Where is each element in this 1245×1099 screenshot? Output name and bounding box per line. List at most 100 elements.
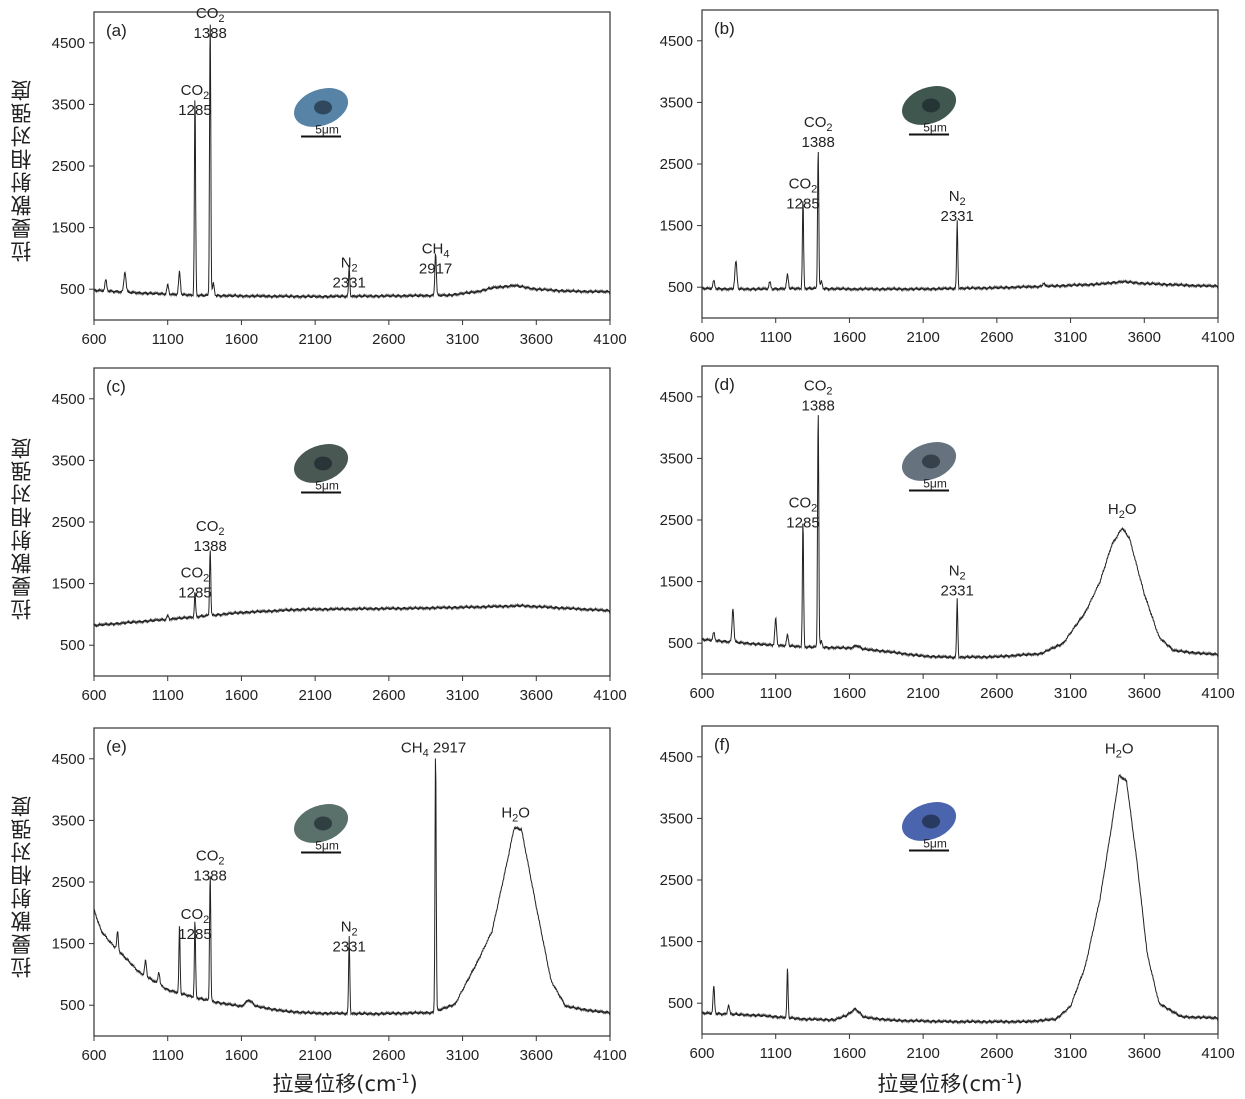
y-tick-label: 1500 [52,220,85,237]
x-tick-label: 3100 [1054,1045,1087,1062]
panel-label: (b) [714,19,735,38]
y-tick-label: 3500 [660,810,693,827]
x-tick-label: 3100 [446,687,479,704]
peak-label: CO2 [181,564,210,584]
plot-frame [701,9,1219,319]
scale-bar-label: 5μm [923,120,947,134]
x-tick-label: 1600 [225,1047,258,1064]
inclusion-bubble [922,454,941,469]
x-tick-label: 1100 [152,1047,184,1064]
y-tick-label: 2500 [52,874,85,891]
y-tick-label: 4500 [660,33,693,50]
peak-label: N2 [341,918,358,938]
spectrum-line [93,24,611,300]
peak-shift-label: 1388 [193,867,226,884]
y-tick-label: 500 [668,279,693,296]
x-tick-label: 4100 [1201,685,1234,702]
peak-shift-label: 1388 [193,538,226,555]
x-tick-label: 4100 [593,687,626,704]
x-tick-label: 3600 [520,1047,553,1064]
spectrum-line [701,415,1219,661]
spectrum-line [701,151,1219,293]
plot-frame [93,367,611,677]
x-tick-label: 3600 [1128,1045,1161,1062]
x-tick-label: 2600 [372,331,405,348]
x-tick-label: 2600 [980,685,1013,702]
x-tick-label: 2100 [298,687,331,704]
x-axis-label-left: 拉曼位移(cm-1) [272,1072,418,1096]
x-tick-label: 2600 [980,329,1013,346]
peak-label: CO2 [181,906,210,926]
x-tick-label: 2600 [372,687,405,704]
peak-shift-label: 1285 [178,926,211,943]
scale-bar-label: 5μm [315,838,339,852]
y-tick-label: 4500 [660,389,693,406]
peak-label: N2 [949,188,966,208]
x-tick-label: 600 [81,331,106,348]
x-tick-label: 1600 [225,687,258,704]
y-tick-label: 4500 [52,35,85,52]
x-tick-label: 1600 [833,329,866,346]
x-axis-label-right: 拉曼位移(cm-1) [877,1072,1023,1096]
peak-shift-label: 1388 [801,398,834,415]
x-tick-label: 2600 [980,1045,1013,1062]
panel-e-chart: 500 1500 2500 3500 4500 600 1100 1600 2100 2600 31… [52,727,627,1064]
x-tick-label: 3600 [520,687,553,704]
y-tick-label: 3500 [660,94,693,111]
peak-label: CH4 [422,240,450,260]
y-tick-label: 3500 [52,452,85,469]
spectrum-line [701,773,1219,1025]
panel-label: (a) [106,21,127,40]
y-tick-label: 500 [668,995,693,1012]
x-tick-label: 2100 [906,685,939,702]
panel-f-chart: 500 1500 2500 3500 4500 600 1100 1600 2100 2600 31… [660,725,1235,1062]
x-tick-label: 1600 [833,685,866,702]
peak-label: N2 [341,255,358,275]
panel-label: (c) [106,377,126,396]
y-tick-label: 1500 [52,576,85,593]
peak-shift-label: 1285 [178,584,211,601]
plot-frame [701,725,1219,1035]
peak-label: H2O [1108,501,1137,521]
y-tick-label: 1500 [660,574,693,591]
y-axis-label-row3: 拉曼散射相对强度 [10,794,34,978]
peak-label: CH4 2917 [401,740,466,760]
x-tick-label: 4100 [1201,1045,1234,1062]
peak-shift-label: 2917 [419,260,452,277]
inclusion-bubble [922,98,941,113]
peak-label: H2O [501,804,530,824]
peak-shift-label: 2331 [941,582,974,599]
panel-c-chart: 500 1500 2500 3500 4500 600 1100 1600 2100 2600 31… [52,367,627,704]
y-tick-label: 3500 [660,450,693,467]
x-tick-label: 2600 [372,1047,405,1064]
inclusion-bubble [314,456,333,471]
scale-bar-label: 5μm [315,478,339,492]
x-tick-label: 3100 [446,1047,479,1064]
panel-label: (d) [714,375,735,394]
panel-label: (f) [714,735,730,754]
y-tick-label: 1500 [660,218,693,235]
peak-shift-label: 2331 [333,275,366,292]
x-tick-label: 600 [689,329,714,346]
y-tick-label: 2500 [660,872,693,889]
y-tick-label: 500 [60,281,85,298]
peak-shift-label: 2331 [333,938,366,955]
y-tick-label: 1500 [52,936,85,953]
y-tick-label: 3500 [52,812,85,829]
plot-frame [93,727,611,1037]
x-tick-label: 2100 [906,329,939,346]
y-tick-label: 2500 [52,158,85,175]
x-tick-label: 4100 [593,1047,626,1064]
x-tick-label: 3600 [520,331,553,348]
x-tick-label: 2100 [298,1047,331,1064]
y-tick-label: 4500 [52,751,85,768]
scale-bar-label: 5μm [315,122,339,136]
y-tick-label: 2500 [660,156,693,173]
peak-label: CO2 [181,82,210,102]
peak-label: CO2 [789,176,818,196]
peak-label: CO2 [789,495,818,515]
peak-label: N2 [949,562,966,582]
y-tick-label: 2500 [52,514,85,531]
scale-bar-label: 5μm [923,836,947,850]
